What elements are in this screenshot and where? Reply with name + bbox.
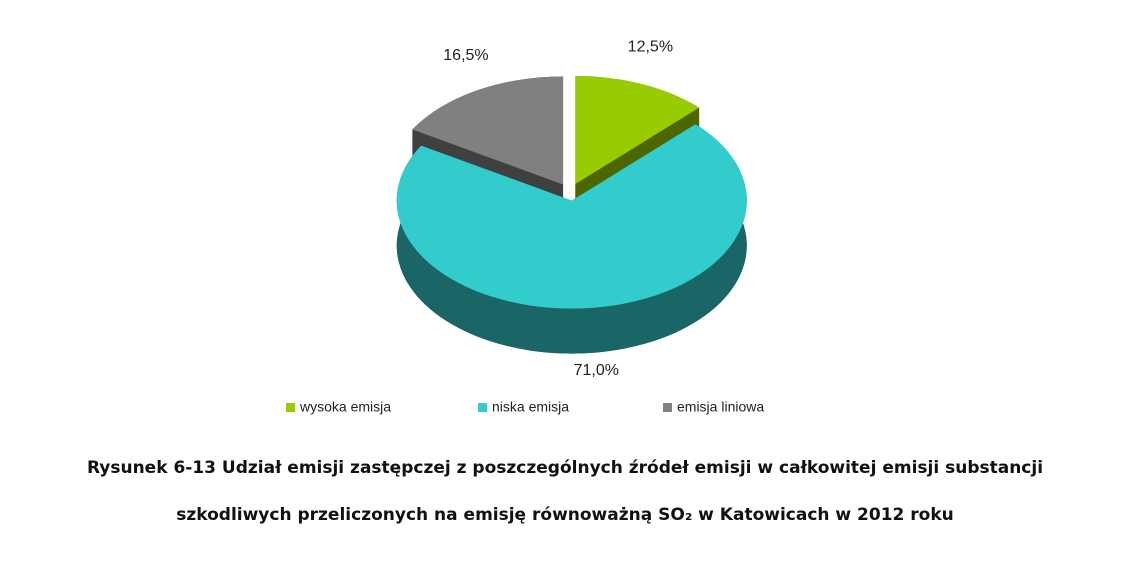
slice: [396, 124, 747, 309]
legend-swatch: [663, 403, 672, 412]
legend: wysoka emisja niska emisja emisja liniowa: [286, 399, 764, 415]
data-label: 12,5%: [628, 39, 673, 56]
caption-line: Rysunek 6-13 Udział emisji zastępczej z …: [87, 458, 1043, 478]
caption-line: szkodliwych przeliczonych na emisję równ…: [176, 505, 954, 525]
data-label: 16,5%: [443, 47, 488, 64]
pie: 12,5% 16,5% 71,0%: [396, 39, 747, 379]
slice: [575, 76, 700, 185]
slice: [412, 76, 564, 185]
legend-swatch: [478, 403, 487, 412]
legend-label: wysoka emisja: [299, 399, 391, 415]
slice-side: [396, 124, 747, 354]
slice: [396, 124, 747, 354]
legend-label: niska emisja: [492, 399, 569, 415]
data-label: 71,0%: [574, 362, 619, 379]
legend-swatch: [286, 403, 295, 412]
legend-label: emisja liniowa: [677, 399, 764, 415]
